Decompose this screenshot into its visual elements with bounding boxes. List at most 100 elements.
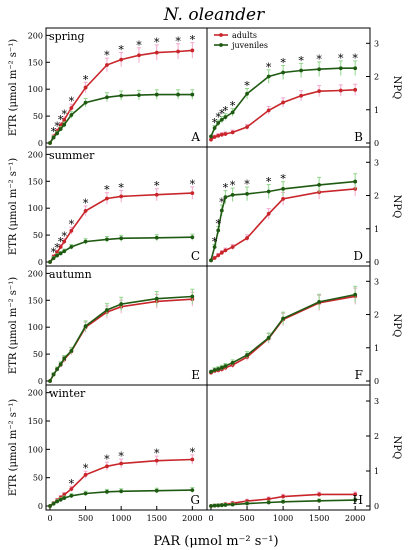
etr-tick-label: 50 [33,474,43,483]
data-point [245,236,249,240]
significance-marker: * [298,54,304,67]
outer-frame [45,27,371,511]
data-point [83,491,88,496]
etr-tick-label: 200 [28,150,43,159]
panel-letter: H [353,493,363,507]
data-point [281,196,285,201]
panel-letter: E [191,368,200,382]
significance-marker: * [190,34,196,47]
npq-tick-label: 3 [374,158,379,167]
data-point [219,132,224,137]
etr-tick-label: 100 [28,204,43,213]
data-point [190,235,195,240]
data-point [119,461,124,466]
x-tick-label: 1000 [111,514,131,523]
data-point [209,258,213,263]
significance-marker: * [280,173,286,186]
etr-tick-label: 50 [33,112,43,121]
significance-marker: * [83,197,89,210]
npq-tick-label: 0 [374,139,379,148]
data-point [317,492,322,497]
panel-D: **** * * * *D [209,173,363,263]
data-point [83,85,88,90]
season-label: autumn [49,268,92,281]
data-point [190,457,195,462]
data-point [353,87,358,92]
data-point [281,70,285,75]
data-point [317,498,322,503]
significance-marker: * [118,181,124,194]
significance-marker: * [154,180,160,193]
data-point [58,497,63,502]
etr-tick-label: 100 [28,85,43,94]
data-point [281,494,285,499]
legend-marker-juveniles [219,43,223,47]
data-point [216,367,221,371]
data-point [209,137,213,142]
npq-tick-label: 1 [374,106,379,115]
data-point [119,302,124,306]
npq-tick-label: 2 [374,192,379,201]
x-tick-label: 0 [47,514,52,523]
data-point [266,108,271,113]
data-point [176,92,180,97]
data-point [353,498,358,502]
data-point [83,100,88,105]
data-point [216,503,221,508]
data-point [58,245,63,249]
significance-marker: * [266,61,272,74]
npq-tick-label: 3 [374,277,379,286]
data-point [58,251,63,256]
significance-marker: * [212,235,218,248]
data-point [51,372,56,377]
data-point [266,189,271,194]
data-point [209,504,213,508]
data-point [338,88,343,93]
data-point [119,93,124,98]
data-point [190,294,195,299]
data-point [51,256,56,261]
npq-tick-label: 2 [374,73,379,82]
data-point [281,100,285,105]
data-point [55,253,60,258]
data-point [119,57,124,62]
significance-marker: * [104,49,110,62]
significance-marker: * [54,120,60,133]
data-point [230,130,235,135]
data-point [317,182,322,187]
x-axis-title: PAR (μmol m⁻² s⁻¹) [153,534,278,549]
data-point [212,245,217,249]
data-point [119,489,124,494]
data-point [281,499,285,504]
data-point [62,496,67,500]
npq-tick-label: 1 [374,225,379,234]
significance-marker: * [266,176,272,189]
data-point [230,110,235,115]
data-point [69,348,74,353]
panel-B: **** *** * * * * *B [209,52,363,144]
significance-marker: * [69,218,75,231]
data-point [176,49,180,54]
data-point [281,316,285,321]
data-point [230,360,235,365]
data-point [51,135,56,140]
data-point [216,133,221,138]
data-point [62,249,67,254]
data-point [55,499,60,504]
significance-marker: * [190,446,196,459]
data-point [119,236,124,241]
data-point [154,488,159,493]
data-point [219,117,224,122]
data-point [245,125,249,129]
npq-tick-label: 0 [374,502,379,511]
significance-marker: * [69,477,75,490]
npq-tick-label: 1 [374,344,379,353]
x-tick-label: 2000 [345,514,365,523]
x-tick-label: 500 [78,514,93,523]
data-point [154,50,159,55]
data-point [137,53,141,58]
etr-tick-label: 100 [28,445,43,454]
data-point [69,487,74,491]
significance-marker: * [58,236,64,249]
